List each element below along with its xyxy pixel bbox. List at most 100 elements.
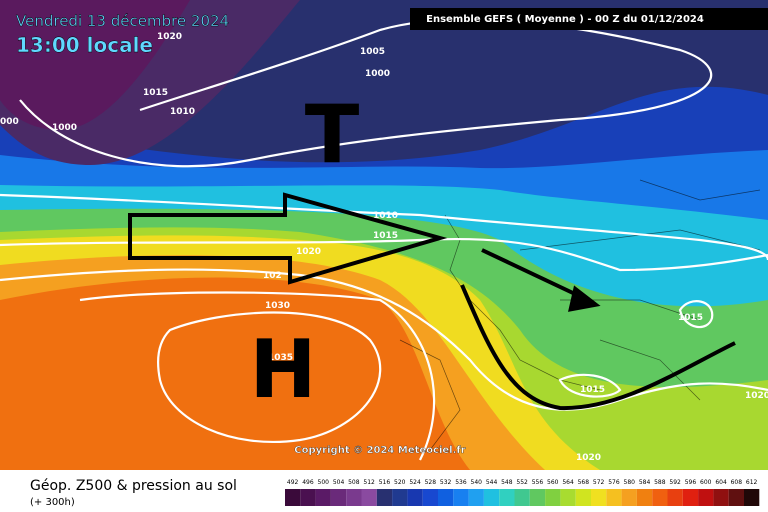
legend-label: 524 bbox=[409, 479, 421, 486]
legend-swatch bbox=[652, 489, 668, 506]
isobar-label: 1015 bbox=[373, 231, 398, 241]
legend-label: 572 bbox=[593, 479, 605, 486]
legend-swatch bbox=[545, 489, 561, 506]
legend-label: 544 bbox=[486, 479, 498, 486]
legend-label: 492 bbox=[287, 479, 299, 486]
isobar-label: 1035 bbox=[268, 353, 293, 363]
legend-swatch bbox=[315, 489, 331, 506]
isobar bbox=[0, 193, 768, 261]
legend-label: 500 bbox=[318, 479, 330, 486]
isobar bbox=[79, 291, 436, 461]
legend-swatch bbox=[636, 489, 653, 506]
isobar bbox=[19, 18, 713, 168]
legend-swatch bbox=[698, 489, 714, 506]
local-time: 13:00 locale bbox=[16, 33, 153, 57]
legend-label: 608 bbox=[731, 479, 743, 486]
isobar-label: 1020 bbox=[296, 247, 321, 257]
legend-label: 496 bbox=[302, 479, 314, 486]
legend-label: 520 bbox=[394, 479, 406, 486]
legend-swatch bbox=[361, 489, 377, 506]
legend-label: 576 bbox=[608, 479, 620, 486]
legend-label: 580 bbox=[624, 479, 636, 486]
footer-title: Géop. Z500 & pression au sol bbox=[30, 478, 237, 494]
isobar-label: 1015 bbox=[678, 313, 703, 323]
legend-label: 560 bbox=[547, 479, 559, 486]
footer-lead: (+ 300h) bbox=[30, 497, 75, 508]
legend-label: 556 bbox=[532, 479, 544, 486]
legend-swatch bbox=[667, 489, 683, 506]
legend-label: 528 bbox=[425, 479, 437, 486]
legend: 492 496 500 504 508 512 516 520 524 528 532 536 540 5… bbox=[285, 479, 760, 506]
isobar bbox=[0, 268, 768, 411]
legend-swatch bbox=[529, 489, 546, 506]
date: Vendredi 13 décembre 2024 bbox=[16, 12, 229, 30]
isobar-label: 1000 bbox=[365, 69, 390, 79]
isobar-label: 1015 bbox=[143, 88, 168, 98]
legend-swatch bbox=[744, 489, 760, 506]
field-band bbox=[0, 0, 190, 130]
legend-label: 592 bbox=[669, 479, 681, 486]
legend-label: 504 bbox=[333, 479, 345, 486]
legend-label: 508 bbox=[348, 479, 360, 486]
isobar-label: 1010 bbox=[373, 211, 398, 221]
isobar-label: 1030 bbox=[265, 301, 290, 311]
legend-label: 548 bbox=[501, 479, 513, 486]
legend-swatch bbox=[483, 489, 500, 506]
copyright: Copyright © 2024 Meteociel.fr bbox=[294, 445, 465, 456]
legend-swatch bbox=[728, 489, 744, 506]
legend-swatch bbox=[407, 489, 423, 506]
legend-label: 532 bbox=[440, 479, 452, 486]
legend-swatch bbox=[591, 489, 607, 506]
flow-arrow bbox=[128, 192, 448, 285]
legend-label: 564 bbox=[562, 479, 574, 486]
legend-swatch bbox=[376, 489, 393, 506]
legend-label: 512 bbox=[363, 479, 375, 486]
legend-swatch bbox=[453, 489, 469, 506]
legend-swatch bbox=[575, 489, 591, 506]
isobar-label: 1005 bbox=[360, 47, 385, 57]
legend-label: 516 bbox=[379, 479, 391, 486]
legend-swatch bbox=[682, 489, 699, 506]
legend-swatch bbox=[392, 489, 408, 506]
run-banner bbox=[410, 8, 768, 30]
legend-swatch bbox=[499, 489, 515, 506]
legend-swatch bbox=[422, 489, 438, 506]
legend-label: 612 bbox=[746, 479, 758, 486]
isobar bbox=[558, 373, 622, 398]
legend-swatch bbox=[560, 489, 576, 506]
legend-swatch bbox=[514, 489, 530, 506]
legend-swatch bbox=[438, 489, 454, 506]
legend-label: 568 bbox=[578, 479, 590, 486]
legend-swatch bbox=[285, 489, 301, 506]
isobar-label: 1020 bbox=[157, 32, 182, 42]
isobar-label: 1010 bbox=[170, 107, 195, 117]
trough-line bbox=[460, 284, 736, 411]
legend-swatch bbox=[468, 489, 484, 506]
isobar bbox=[678, 300, 714, 328]
isobar bbox=[156, 311, 382, 444]
legend-swatch bbox=[621, 489, 637, 506]
legend-label: 584 bbox=[639, 479, 651, 486]
low-pressure: T bbox=[305, 88, 360, 181]
legend-swatch bbox=[346, 489, 362, 506]
legend-swatch bbox=[713, 489, 729, 506]
legend-label: 540 bbox=[471, 479, 483, 486]
legend-swatch bbox=[330, 489, 347, 506]
isobar-label: 000 bbox=[0, 117, 19, 127]
legend-label: 536 bbox=[455, 479, 467, 486]
legend-label: 596 bbox=[685, 479, 697, 486]
isobar-label: 102 bbox=[263, 271, 282, 281]
legend-swatch bbox=[606, 489, 622, 506]
legend-label: 588 bbox=[654, 479, 666, 486]
isobar bbox=[0, 237, 768, 272]
run-info: Ensemble GEFS ( Moyenne ) - 00 Z du 01/1… bbox=[426, 14, 704, 25]
isobar-label: 1020 bbox=[576, 453, 601, 463]
legend-label: 552 bbox=[516, 479, 528, 486]
legend-label: 600 bbox=[700, 479, 712, 486]
isobar-label: 1020 bbox=[745, 391, 768, 401]
legend-label: 604 bbox=[715, 479, 727, 486]
isobar-label: 1000 bbox=[52, 123, 77, 133]
legend-swatch bbox=[300, 489, 316, 506]
isobar-label: 1015 bbox=[580, 385, 605, 395]
